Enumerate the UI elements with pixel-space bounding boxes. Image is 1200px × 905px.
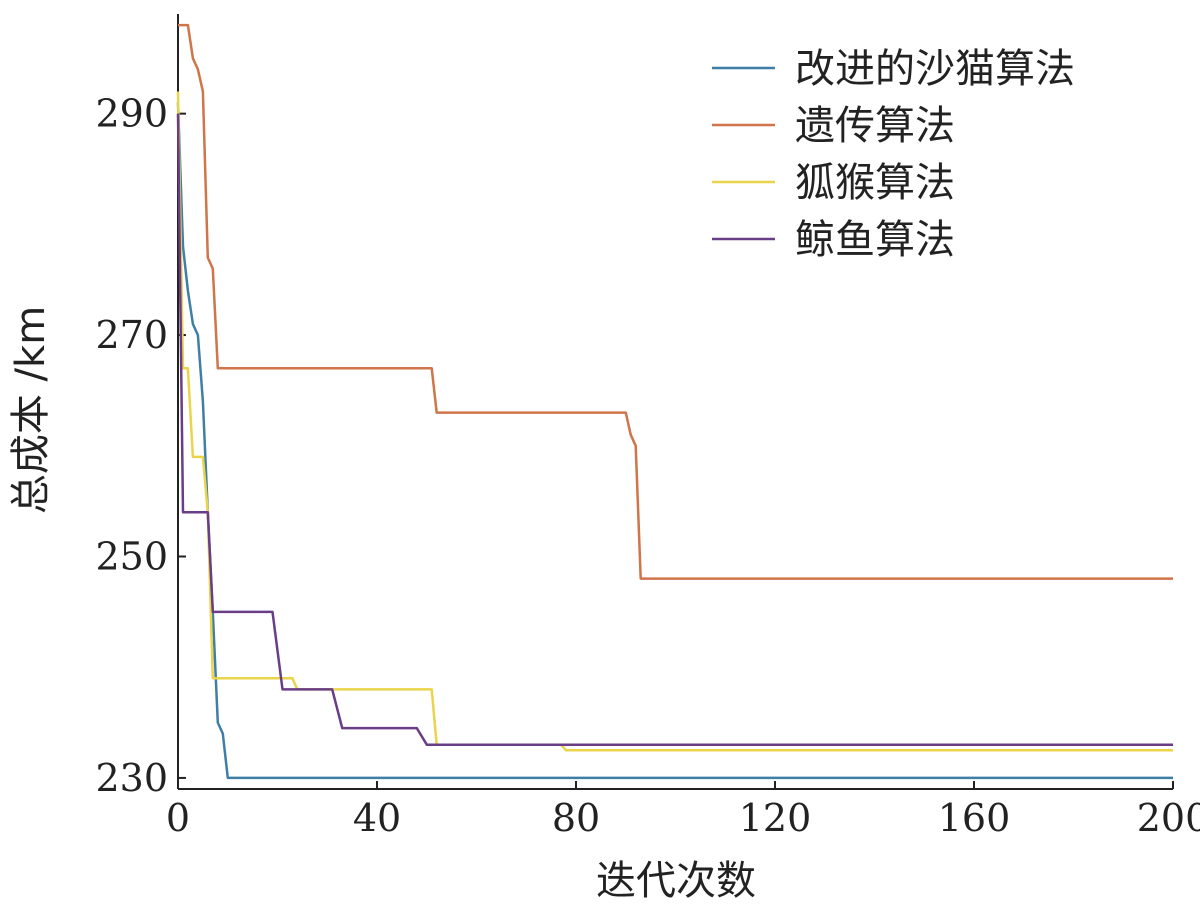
x-tick-label: 120: [739, 796, 812, 840]
legend-label-1: 改进的沙猫算法: [795, 46, 1075, 92]
y-tick-label: 290: [95, 92, 168, 136]
x-tick-label: 200: [1137, 796, 1200, 840]
y-tick-label: 230: [95, 756, 168, 800]
legend-label-3: 狐猴算法: [795, 160, 955, 206]
axes: [177, 14, 1174, 790]
x-axis-label: 迭代次数: [596, 858, 756, 904]
x-tick-label: 80: [552, 796, 600, 840]
legend-label-2: 遗传算法: [795, 103, 955, 149]
tick-labels: 0 40 80 120 160 200 230 250 270 290: [95, 92, 1200, 840]
x-tick-label: 40: [353, 796, 401, 840]
series-line-2: [178, 23, 1173, 580]
y-tick-label: 270: [95, 313, 168, 357]
legend-label-4: 鲸鱼算法: [795, 217, 955, 263]
series-line-3: [176, 91, 1173, 752]
x-tick-label: 0: [166, 796, 190, 840]
series-layer: [176, 23, 1173, 780]
series-line-4: [176, 113, 1173, 746]
series-line-1: [176, 102, 1173, 780]
y-axis-label: 总成本 /km: [8, 306, 54, 514]
x-tick-label: 160: [938, 796, 1011, 840]
y-tick-label: 250: [95, 535, 168, 579]
